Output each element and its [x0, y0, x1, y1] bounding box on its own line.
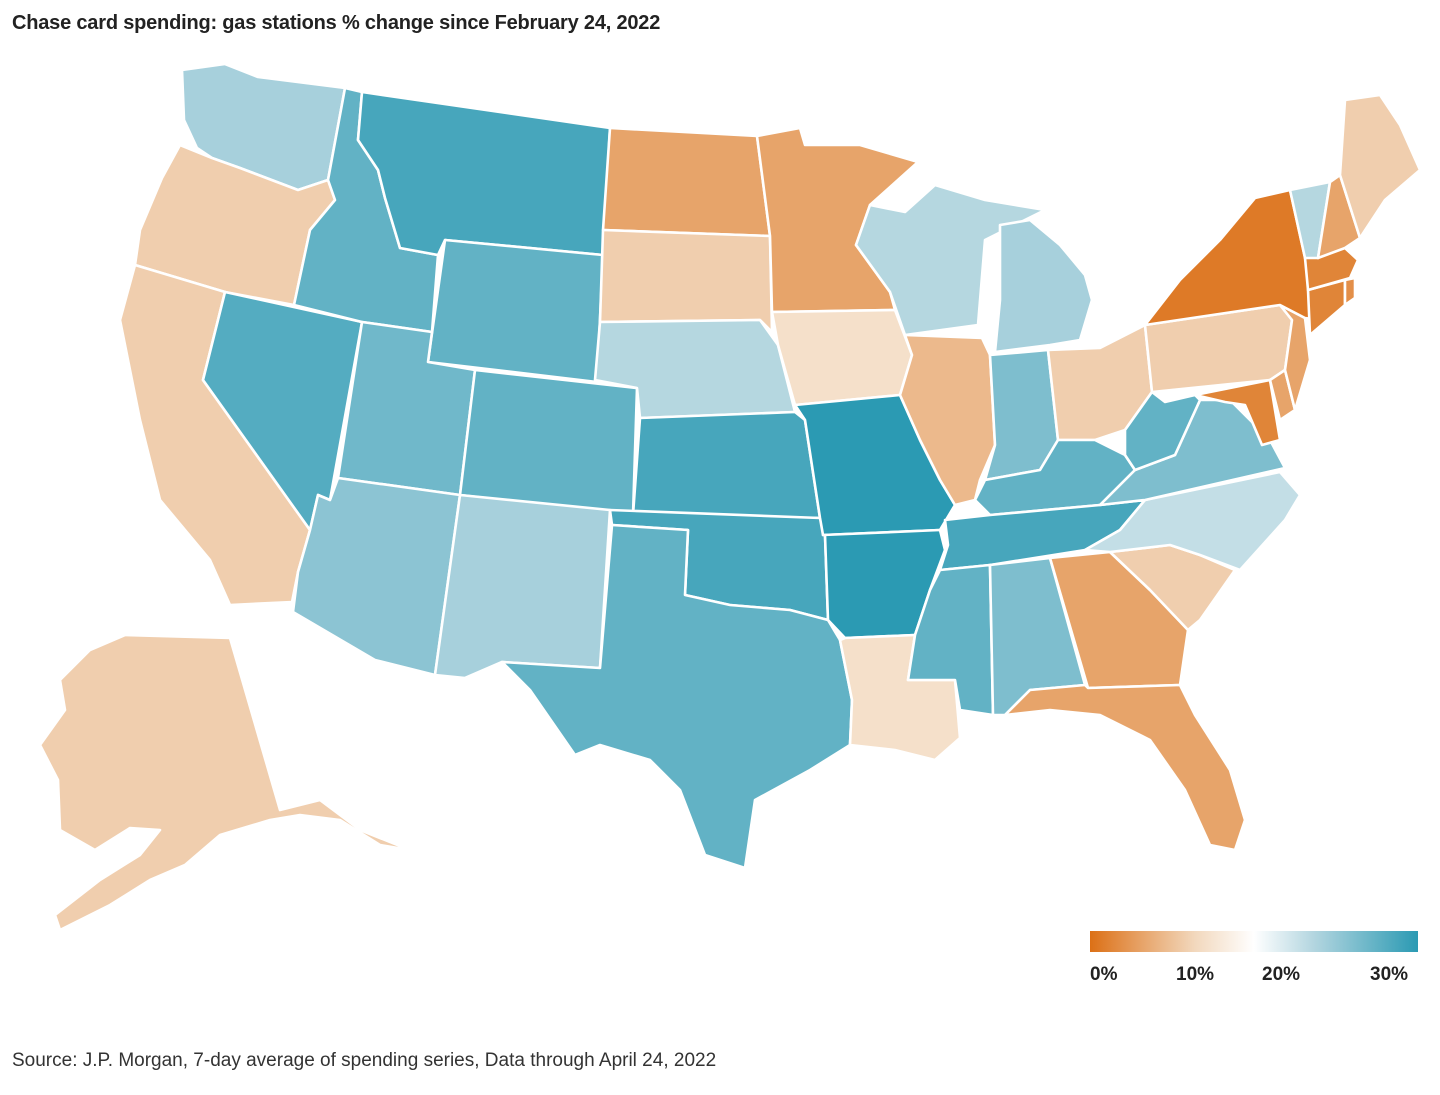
state-il: [898, 333, 997, 507]
legend-tick-0: 0%: [1090, 964, 1118, 985]
chart-title: Chase card spending: gas stations % chan…: [12, 12, 661, 34]
state-ia: [770, 308, 914, 407]
state-sd: [598, 228, 774, 334]
legend-tick-20: 20%: [1262, 964, 1301, 985]
state-tx: [500, 523, 854, 870]
legend-colorbar: [1090, 931, 1418, 952]
legend-tick-10: 10%: [1176, 964, 1215, 985]
state-wi: [854, 183, 1047, 337]
state-me: [1338, 93, 1422, 240]
state-ks: [631, 410, 822, 520]
state-fl: [1003, 683, 1247, 852]
state-mi: [993, 218, 1094, 354]
state-nm: [433, 493, 612, 680]
legend-tick-30: 30%: [1370, 964, 1409, 985]
state-ri: [1343, 276, 1357, 307]
state-nd: [601, 126, 772, 238]
state-ak: [38, 633, 412, 932]
source-note: Source: J.P. Morgan, 7-day average of sp…: [12, 1050, 717, 1071]
state-wy: [426, 238, 605, 384]
state-nc: [1083, 470, 1302, 572]
state-wv: [1123, 390, 1202, 472]
state-co: [458, 368, 639, 517]
state-nh: [1316, 173, 1362, 260]
state-az: [291, 476, 462, 677]
state-mt: [356, 90, 612, 257]
